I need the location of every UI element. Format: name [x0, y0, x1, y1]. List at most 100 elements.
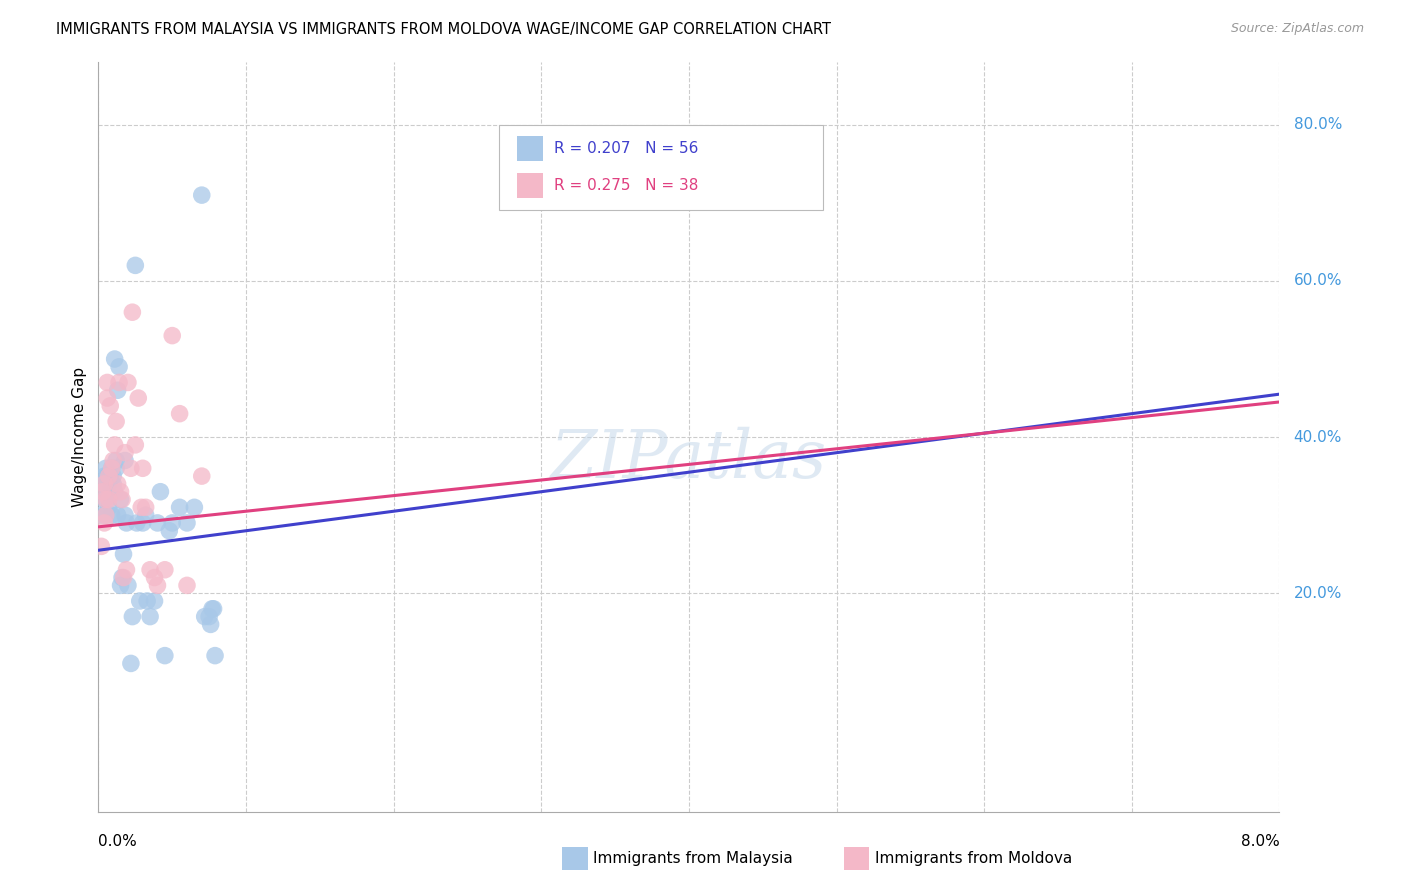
Point [114, 508, 136, 523]
Point [132, 461, 155, 475]
Point [124, 259, 146, 273]
Y-axis label: Wage/Income Gap: Wage/Income Gap [72, 367, 87, 508]
Point [93, 469, 115, 483]
Point [120, 657, 142, 671]
Point [107, 476, 129, 491]
Point [100, 508, 122, 523]
Text: Source: ZipAtlas.com: Source: ZipAtlas.com [1230, 22, 1364, 36]
Point [97, 469, 120, 483]
Point [105, 414, 128, 429]
Point [96, 469, 118, 483]
Point [191, 469, 214, 483]
Point [93, 516, 115, 530]
Point [104, 484, 127, 499]
Point [94, 508, 117, 523]
Point [108, 359, 131, 374]
Point [100, 461, 122, 475]
Text: R = 0.207   N = 56: R = 0.207 N = 56 [554, 142, 699, 156]
Point [94, 508, 117, 523]
Point [103, 469, 124, 483]
Point [104, 438, 127, 452]
Point [157, 524, 180, 538]
Text: 80.0%: 80.0% [1294, 118, 1341, 132]
Point [110, 578, 132, 592]
Point [162, 516, 183, 530]
Point [111, 571, 134, 585]
Point [117, 578, 139, 592]
Point [200, 617, 222, 632]
Point [128, 594, 150, 608]
Point [146, 516, 169, 530]
Point [135, 508, 157, 523]
Point [121, 305, 143, 319]
Point [176, 578, 198, 592]
Point [107, 384, 129, 398]
Point [169, 407, 191, 421]
Point [97, 500, 120, 515]
Point [98, 484, 121, 499]
Point [96, 391, 118, 405]
Point [94, 461, 117, 475]
Text: IMMIGRANTS FROM MALAYSIA VS IMMIGRANTS FROM MOLDOVA WAGE/INCOME GAP CORRELATION : IMMIGRANTS FROM MALAYSIA VS IMMIGRANTS F… [56, 22, 831, 37]
Point [93, 492, 115, 507]
Point [194, 609, 217, 624]
Point [139, 563, 162, 577]
Point [136, 594, 159, 608]
Point [110, 484, 132, 499]
Point [146, 578, 169, 592]
Text: ZIPatlas: ZIPatlas [551, 427, 827, 492]
Point [94, 492, 117, 507]
Point [115, 563, 138, 577]
Point [135, 500, 157, 515]
Text: 0.0%: 0.0% [98, 834, 138, 849]
Point [201, 602, 224, 616]
Text: Immigrants from Malaysia: Immigrants from Malaysia [593, 851, 793, 865]
Text: R = 0.275   N = 38: R = 0.275 N = 38 [554, 178, 699, 193]
Point [132, 516, 155, 530]
Point [183, 500, 205, 515]
Point [143, 594, 166, 608]
Point [91, 484, 114, 499]
Point [176, 516, 198, 530]
Text: 8.0%: 8.0% [1240, 834, 1279, 849]
Point [97, 476, 120, 491]
Point [149, 484, 172, 499]
Point [103, 476, 124, 491]
Text: 20.0%: 20.0% [1294, 586, 1341, 600]
Point [114, 445, 136, 460]
Point [125, 516, 148, 530]
Point [97, 492, 120, 507]
Point [111, 492, 134, 507]
Point [153, 563, 176, 577]
Point [127, 391, 149, 405]
Point [96, 484, 118, 499]
Point [104, 351, 127, 366]
Point [115, 516, 138, 530]
Point [100, 461, 122, 475]
Point [139, 609, 162, 624]
Point [120, 461, 142, 475]
Point [198, 609, 221, 624]
Point [153, 648, 176, 663]
Point [191, 188, 214, 202]
Point [112, 571, 135, 585]
Text: Immigrants from Moldova: Immigrants from Moldova [875, 851, 1071, 865]
Point [169, 500, 191, 515]
Point [105, 461, 128, 475]
Point [103, 453, 124, 467]
Point [98, 469, 121, 483]
Point [90, 508, 112, 523]
Point [96, 376, 118, 390]
Point [117, 376, 139, 390]
Point [90, 539, 112, 553]
Point [107, 508, 129, 523]
Point [91, 476, 114, 491]
Point [129, 500, 152, 515]
Point [114, 453, 136, 467]
Point [108, 376, 131, 390]
Point [112, 547, 135, 561]
Point [124, 438, 146, 452]
Point [98, 399, 121, 413]
Point [202, 602, 225, 616]
Point [121, 609, 143, 624]
